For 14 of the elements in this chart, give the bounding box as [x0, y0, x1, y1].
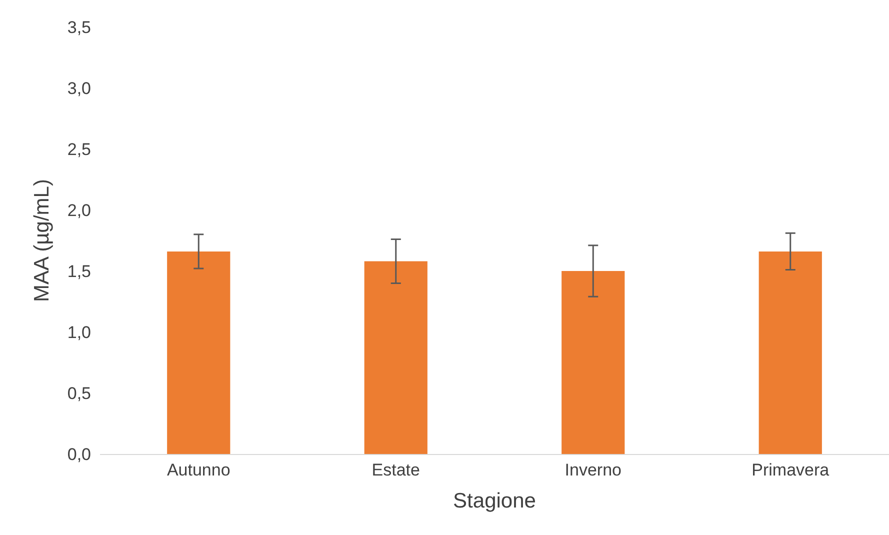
y-tick-label: 2,5 — [67, 140, 91, 159]
x-tick-label: Estate — [372, 460, 420, 480]
y-tick-label: 0,5 — [67, 384, 91, 403]
y-axis-title: MAA (µg/mL) — [30, 179, 54, 302]
y-tick-label: 2,0 — [67, 200, 91, 220]
x-tick-label: Inverno — [564, 460, 622, 480]
y-tick-label: 3,5 — [67, 18, 91, 37]
y-tick-label: 0,0 — [67, 444, 91, 464]
y-tick-label: 1,0 — [67, 322, 91, 342]
x-axis-title: Stagione — [453, 490, 536, 513]
x-tick-label: Primavera — [752, 460, 830, 480]
y-tick-label: 3,0 — [67, 78, 91, 98]
x-tick-label: Autunno — [166, 460, 230, 480]
y-tick-label: 1,5 — [67, 262, 91, 281]
